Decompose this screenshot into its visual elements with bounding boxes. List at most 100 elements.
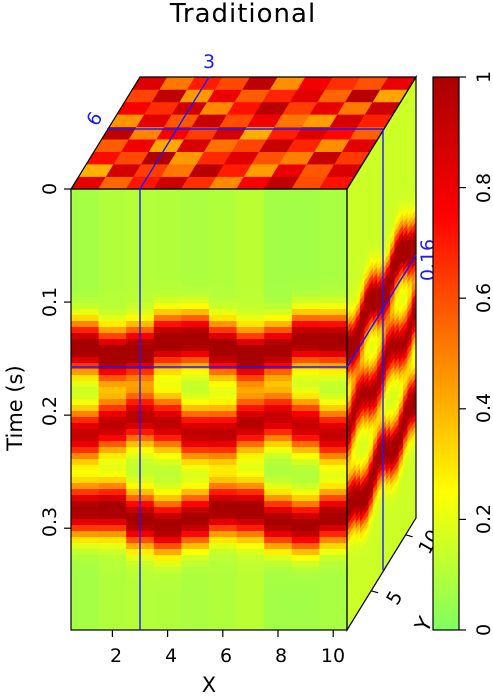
side-cell — [394, 189, 400, 203]
front-cell — [181, 291, 210, 298]
side-cell — [377, 499, 382, 513]
side-cell — [359, 305, 365, 319]
side-cell — [407, 384, 413, 398]
front-cell — [98, 507, 127, 514]
front-cell — [236, 525, 265, 532]
front-cell — [209, 453, 238, 460]
side-cell — [351, 505, 357, 519]
side-cell — [403, 175, 408, 189]
side-cell — [377, 559, 382, 573]
side-cell — [347, 332, 352, 346]
side-cell — [398, 500, 404, 514]
front-cell — [209, 465, 238, 472]
side-cell — [411, 299, 416, 313]
front-cell — [264, 501, 293, 508]
front-cell — [153, 531, 182, 538]
side-cell — [368, 261, 374, 275]
side-cell — [347, 446, 352, 460]
front-cell — [291, 471, 320, 478]
side-cell — [347, 500, 352, 514]
side-cell — [359, 161, 365, 175]
side-cell — [390, 496, 395, 510]
side-cell — [372, 338, 378, 352]
front-cell — [71, 453, 100, 460]
front-cell — [98, 501, 127, 508]
side-cell — [351, 409, 357, 423]
front-cell — [71, 543, 100, 550]
side-cell — [390, 430, 395, 444]
side-cell — [347, 236, 352, 250]
front-cell — [209, 579, 238, 586]
side-cell — [411, 113, 416, 127]
side-cell — [364, 220, 370, 234]
front-cell — [236, 513, 265, 520]
side-cell — [347, 452, 352, 466]
side-cell — [359, 293, 365, 307]
side-cell — [377, 433, 382, 447]
front-cell — [181, 615, 210, 622]
side-cell — [377, 391, 382, 405]
front-cell — [71, 225, 100, 232]
front-cell — [319, 273, 347, 280]
front-cell — [264, 423, 293, 430]
front-cell — [98, 591, 127, 598]
side-cell — [407, 138, 413, 152]
front-cell — [209, 555, 238, 562]
side-cell — [355, 390, 361, 404]
side-cell — [390, 532, 395, 546]
front-cell — [153, 393, 182, 400]
side-cell — [403, 415, 408, 429]
side-cell — [398, 182, 404, 196]
side-cell — [407, 414, 413, 428]
front-cell — [291, 195, 320, 202]
side-cell — [351, 181, 357, 195]
side-cell — [377, 451, 382, 465]
front-cell — [236, 531, 265, 538]
front-cell — [181, 543, 210, 550]
side-cell — [411, 209, 416, 223]
side-cell — [377, 535, 382, 549]
side-cell — [351, 517, 357, 531]
side-cell — [385, 545, 391, 559]
front-cell — [153, 459, 182, 466]
side-cell — [407, 330, 413, 344]
front-cell — [181, 525, 210, 532]
front-cell — [153, 471, 182, 478]
front-cell — [209, 477, 238, 484]
front-cell — [291, 537, 320, 544]
front-cell — [291, 621, 320, 628]
front-cell — [71, 261, 100, 268]
side-cell — [377, 295, 382, 309]
front-cell — [71, 579, 100, 586]
side-cell — [372, 356, 378, 370]
top-cell — [159, 77, 196, 90]
front-cell — [319, 327, 347, 334]
front-cell — [236, 381, 265, 388]
front-cell — [319, 609, 347, 616]
side-cell — [377, 235, 382, 249]
side-cell — [368, 519, 374, 533]
front-cell — [319, 345, 347, 352]
side-cell — [403, 409, 408, 423]
side-cell — [403, 205, 408, 219]
side-cell — [385, 149, 391, 163]
side-cell — [390, 490, 395, 504]
side-cell — [377, 181, 382, 195]
side-cell — [368, 561, 374, 575]
front-cell — [71, 459, 100, 466]
side-cell — [411, 119, 416, 133]
side-cell — [390, 130, 395, 144]
side-cell — [403, 361, 408, 375]
front-cell — [264, 207, 293, 214]
front-cell — [264, 381, 293, 388]
front-cell — [71, 345, 100, 352]
side-cell — [403, 319, 408, 333]
side-cell — [377, 313, 382, 327]
side-cell — [347, 320, 352, 334]
side-cell — [411, 281, 416, 295]
side-cell — [372, 320, 378, 334]
side-cell — [372, 188, 378, 202]
side-cell — [394, 495, 400, 509]
side-cell — [347, 560, 352, 574]
side-cell — [394, 111, 400, 125]
